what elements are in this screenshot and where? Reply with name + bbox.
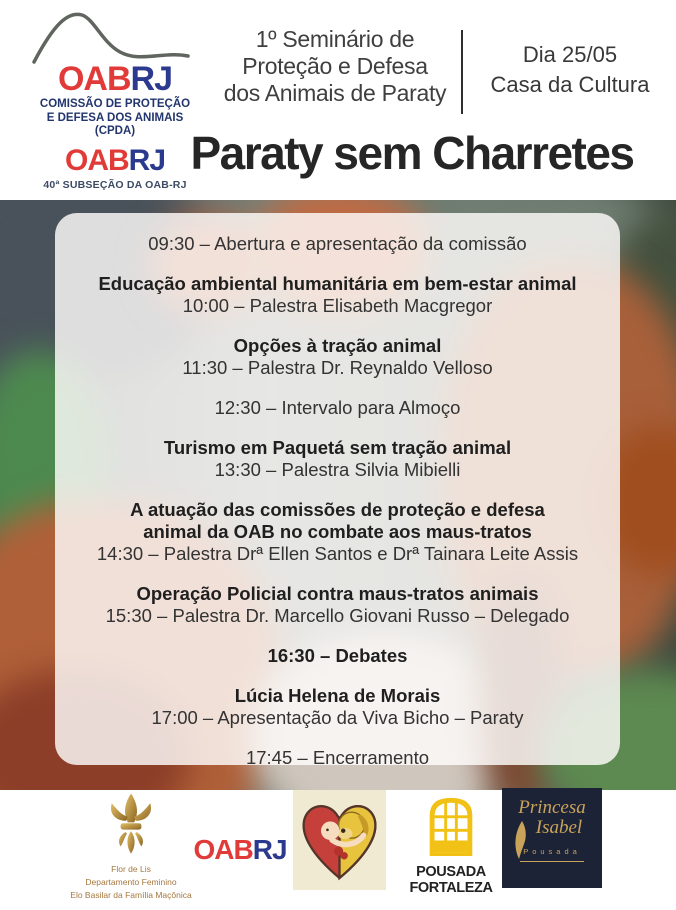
header-divider — [461, 30, 463, 114]
feather-icon — [515, 821, 526, 859]
rj-text: RJ — [128, 144, 166, 177]
commission-line1: COMISSÃO DE PROTEÇÃO — [39, 98, 191, 110]
schedule-item: Opções à tração animal 11:30 – Palestra … — [65, 335, 610, 379]
schedule-item: Turismo em Paquetá sem tração animal 13:… — [65, 437, 610, 481]
oabrj-subsection-logo: OABRJ — [22, 146, 208, 176]
schedule-item: Lúcia Helena de Morais 17:00 – Apresenta… — [65, 685, 610, 729]
sponsors-footer: Flor de Lis Departamento Feminino Elo Ba… — [0, 788, 676, 910]
oabrj-footer-logo: OABRJ — [188, 836, 292, 864]
oab-text: OAB — [193, 834, 253, 865]
flor-de-lis-caption: Flor de Lis Departamento Feminino Elo Ba… — [70, 863, 192, 903]
schedule-entry: 17:45 – Encerramento — [245, 747, 430, 768]
princesa-line1: Princesa — [518, 797, 586, 818]
subsection-label: 40ª SUBSEÇÃO DA OAB-RJ — [43, 179, 187, 191]
princesa-line3: Pousada — [523, 846, 581, 856]
schedule-entry: 11:30 – Palestra Dr. Reynaldo Velloso — [182, 357, 493, 378]
schedule-entry: 17:00 – Apresentação da Viva Bicho – Par… — [151, 707, 524, 728]
schedule-talk-title: Opções à tração animal — [233, 335, 442, 356]
schedule-item: 16:30 – Debates — [65, 645, 610, 667]
rj-text: RJ — [130, 60, 173, 98]
oab-text: OAB — [57, 60, 132, 98]
flor-line3: Elo Basilar da Família Maçônica — [70, 890, 192, 901]
seminar-title: 1º Seminário de Proteção e Defesa dos An… — [208, 26, 462, 107]
schedule-talk-title: A atuação das comissões de proteção e de… — [130, 499, 545, 542]
schedule-item: 12:30 – Intervalo para Almoço — [65, 397, 610, 419]
event-date: Dia 25/05 — [522, 42, 618, 67]
main-title: Paraty sem Charretes — [190, 127, 635, 179]
schedule-entry: 13:30 – Palestra Silvia Mibielli — [214, 459, 461, 480]
commission-name: COMISSÃO DE PROTEÇÃO E DEFESA DOS ANIMAI… — [5, 98, 225, 139]
schedule-entry: 10:00 – Palestra Elisabeth Macgregor — [182, 295, 493, 316]
colonial-window-icon — [429, 797, 473, 856]
schedule-talk-title: Educação ambiental humanitária em bem-es… — [98, 273, 577, 294]
flor-de-lis-logo: Flor de Lis Departamento Feminino Elo Ba… — [70, 792, 192, 903]
pousada-fortaleza-caption: POUSADA FORTALEZA — [408, 864, 494, 896]
poster-header: OABRJ COMISSÃO DE PROTEÇÃO E DEFESA DOS … — [0, 0, 676, 200]
flor-line2: Departamento Feminino — [85, 877, 177, 888]
princesa-isabel-logo: Princesa Isabel Pousada — [502, 788, 602, 888]
pousada-fortaleza-logo: POUSADA FORTALEZA — [408, 794, 494, 896]
schedule-entry: 16:30 – Debates — [267, 645, 408, 666]
viva-bicho-heart-logo — [293, 790, 386, 890]
schedule-item: 09:30 – Abertura e apresentação da comis… — [65, 233, 610, 255]
oab-text: OAB — [64, 144, 130, 177]
commission-line3: (CPDA) — [94, 125, 136, 138]
schedule-talk-title: Turismo em Paquetá sem tração animal — [163, 437, 512, 458]
seminar-title-line3: dos Animais de Paraty — [223, 80, 447, 107]
schedule-entry: 14:30 – Palestra Drª Ellen Santos e Drª … — [96, 543, 579, 564]
pousada-line2: FORTALEZA — [409, 879, 493, 896]
event-info: Dia 25/05 Casa da Cultura — [470, 40, 670, 101]
schedule-entry: 09:30 – Abertura e apresentação da comis… — [148, 233, 527, 254]
princesa-rule — [520, 860, 584, 862]
schedule-talk-title: Operação Policial contra maus-tratos ani… — [136, 583, 539, 604]
pousada-line1: POUSADA — [416, 864, 486, 880]
event-venue: Casa da Cultura — [490, 72, 650, 98]
seminar-title-line2: Proteção e Defesa — [242, 53, 428, 80]
oabrj-cpda-logo: OABRJ — [22, 62, 208, 96]
schedule-panel: 09:30 – Abertura e apresentação da comis… — [55, 213, 620, 768]
schedule-item: 17:45 – Encerramento — [65, 747, 610, 769]
flor-line1: Flor de Lis — [111, 864, 151, 874]
schedule-item: Operação Policial contra maus-tratos ani… — [65, 583, 610, 627]
schedule-entry: 15:30 – Palestra Dr. Marcello Giovani Ru… — [105, 605, 570, 626]
schedule-entry: 12:30 – Intervalo para Almoço — [214, 397, 461, 418]
schedule-item: Educação ambiental humanitária em bem-es… — [65, 273, 610, 317]
princesa-line2: Isabel — [535, 816, 583, 838]
background-photo-horses: 09:30 – Abertura e apresentação da comis… — [0, 200, 676, 790]
rio-skyline-wave-icon — [32, 12, 190, 64]
commission-line2: E DEFESA DOS ANIMAIS — [46, 111, 184, 124]
rj-text: RJ — [252, 834, 288, 865]
fleur-de-lis-icon — [110, 793, 152, 854]
heart-person-dog-icon — [302, 805, 377, 881]
schedule-item: A atuação das comissões de proteção e de… — [65, 499, 610, 565]
schedule-speaker: Lúcia Helena de Morais — [234, 685, 441, 706]
seminar-title-line1: 1º Seminário de — [255, 26, 415, 52]
